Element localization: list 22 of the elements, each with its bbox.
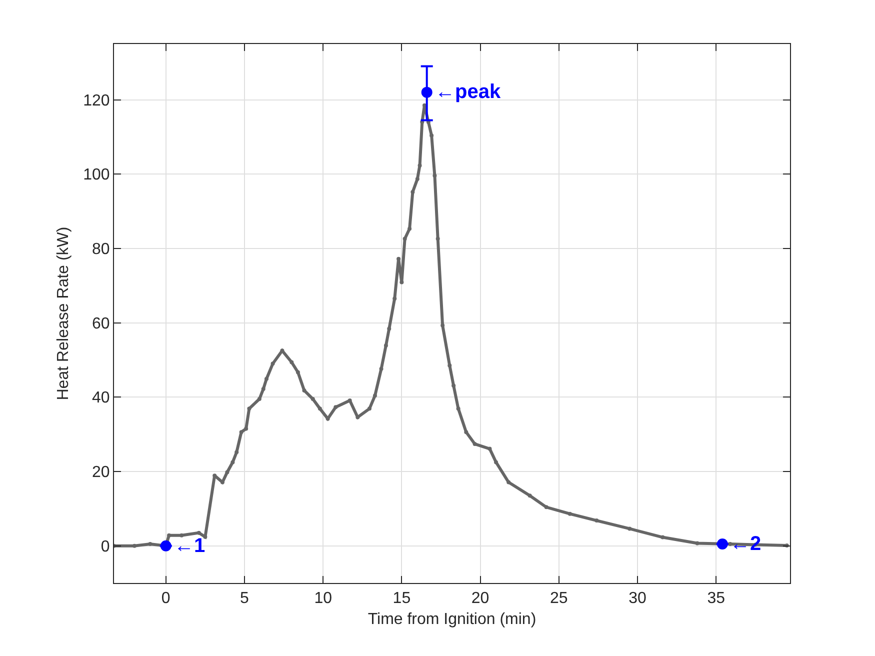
y-axis-title: Heat Release Rate (kW) (54, 226, 72, 400)
y-tick-label: 40 (92, 390, 110, 407)
point (716, 538, 728, 550)
x-tick-label: 5 (240, 590, 250, 608)
x-tick-label: 10 (314, 590, 332, 608)
y-tick-label: 100 (83, 166, 110, 184)
x-tick-label: 0 (161, 590, 170, 608)
x-tick-label: 30 (628, 590, 647, 608)
point (160, 540, 172, 552)
y-tick-label: 0 (100, 538, 110, 556)
x-tick-label: 35 (707, 590, 726, 608)
annotation: ←peak (435, 81, 502, 103)
x-tick-label: 15 (392, 590, 411, 608)
point (421, 86, 432, 98)
annotation: ←1 (174, 535, 206, 557)
x-tick-label: 20 (471, 590, 490, 608)
x-axis-title: Time from Ignition (min) (368, 610, 536, 628)
y-tick-label: 20 (92, 464, 110, 482)
x-tick-label: 25 (550, 590, 568, 608)
y-tick-label: 60 (92, 315, 110, 332)
y-tick-label: 120 (83, 92, 110, 110)
y-tick-label: 80 (92, 241, 110, 258)
